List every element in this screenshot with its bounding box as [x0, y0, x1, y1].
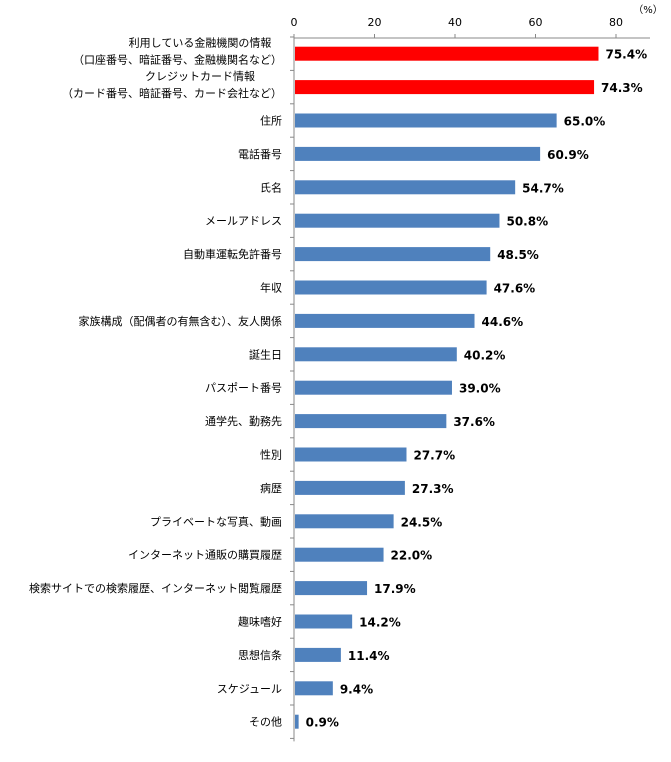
data-label: 9.4% — [340, 682, 373, 696]
data-label: 40.2% — [464, 348, 506, 362]
bar — [295, 80, 595, 95]
data-label: 11.4% — [348, 649, 390, 663]
category-label: インターネット通販の購買履歴 — [128, 548, 282, 562]
category-label: パスポート番号 — [205, 382, 282, 395]
bar — [295, 547, 384, 562]
category-label: スケジュール — [217, 682, 282, 695]
category-label: 趣味嗜好 — [238, 615, 282, 629]
bar — [295, 380, 452, 395]
data-label: 24.5% — [401, 515, 443, 529]
data-label: 27.3% — [412, 482, 454, 496]
data-label: 17.9% — [374, 582, 416, 596]
bar — [295, 280, 487, 295]
data-label: 50.8% — [506, 215, 548, 229]
bar — [295, 514, 394, 529]
data-label: 27.7% — [413, 449, 455, 463]
category-label: 年収 — [260, 281, 282, 295]
data-label: 44.6% — [482, 315, 524, 329]
data-label: 14.2% — [359, 616, 401, 630]
data-label: 54.7% — [522, 181, 564, 195]
bar — [295, 113, 557, 128]
bar — [295, 447, 407, 462]
category-label: 電話番号 — [238, 147, 282, 161]
bar — [295, 714, 299, 729]
x-tick-label: 20 — [368, 16, 382, 29]
category-label: （口座番号、暗証番号、金融機関名など） — [73, 53, 282, 67]
category-label: 思想信条 — [238, 648, 282, 662]
data-label: 48.5% — [497, 248, 539, 262]
bar — [295, 647, 341, 662]
data-label: 74.3% — [601, 81, 643, 95]
data-label: 22.0% — [391, 549, 433, 563]
category-label: 通学先、勤務先 — [205, 414, 282, 428]
bar — [295, 681, 333, 696]
category-label: 自動車運転免許番号 — [183, 247, 282, 261]
data-label: 39.0% — [459, 382, 501, 396]
bar — [295, 46, 599, 61]
category-label: プライベートな写真、動画 — [150, 514, 282, 528]
data-label: 60.9% — [547, 148, 589, 162]
bar — [295, 414, 447, 429]
category-label: 性別 — [260, 448, 282, 462]
x-tick-label: 0 — [291, 16, 298, 29]
bar — [295, 480, 405, 495]
data-label: 37.6% — [453, 415, 495, 429]
bar — [295, 247, 491, 262]
category-label: 家族構成（配偶者の有無含む）、友人関係 — [79, 314, 283, 328]
data-label: 65.0% — [564, 115, 606, 129]
bar — [295, 581, 368, 596]
bar — [295, 313, 475, 328]
category-label: 誕生日 — [249, 347, 282, 361]
data-label: 47.6% — [494, 282, 536, 296]
x-tick-label: 60 — [529, 16, 543, 29]
category-label: （カード番号、暗証番号、カード会社など） — [62, 86, 282, 100]
bar — [295, 213, 500, 228]
bar — [295, 146, 541, 161]
category-label: 検索サイトでの検索履歴、インターネット閲覧履歴 — [29, 581, 282, 595]
category-label: 利用している金融機関の情報 — [129, 36, 272, 50]
category-label: その他 — [249, 716, 282, 729]
category-label: クレジットカード情報 — [145, 70, 255, 83]
x-tick-label: 80 — [609, 16, 623, 29]
bar — [295, 614, 353, 629]
category-label: 病歴 — [260, 481, 282, 495]
bar — [295, 347, 457, 362]
category-label: 氏名 — [260, 180, 282, 194]
unit-label: （%） — [633, 4, 663, 16]
data-label: 0.9% — [306, 716, 339, 730]
category-label: メールアドレス — [205, 215, 282, 228]
data-label: 75.4% — [605, 48, 647, 62]
bar — [295, 180, 516, 195]
x-tick-label: 40 — [448, 16, 462, 29]
category-label: 住所 — [260, 114, 282, 128]
